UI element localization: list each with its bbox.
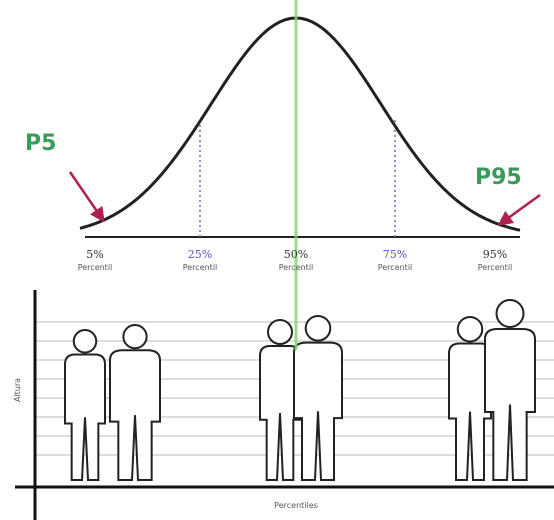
percentile-value: 95% [483, 248, 507, 261]
diagram: Altura Percentiles P5 P95 5% Percentil 25%… [0, 0, 554, 520]
head [123, 325, 146, 348]
percentile-word: Percentil [279, 263, 314, 272]
head [497, 300, 524, 327]
p5-label: P5 [25, 131, 56, 156]
p95-arrow [500, 195, 540, 224]
head [74, 330, 97, 353]
y-axis-label: Altura [13, 378, 22, 402]
p5-arrow [70, 172, 103, 220]
body [485, 329, 535, 480]
percentile-value: 75% [383, 248, 407, 261]
body [110, 350, 160, 480]
percentile-value: 5% [86, 248, 103, 261]
head [306, 316, 331, 341]
percentile-word: Percentil [378, 263, 413, 272]
people [65, 300, 535, 480]
percentile-labels: 5% Percentil 25% Percentil 50% Percentil 75% Pe… [78, 248, 513, 272]
bell-curve [80, 18, 520, 230]
x-axis-label: Percentiles [274, 501, 318, 510]
body [65, 355, 105, 481]
head [458, 317, 482, 341]
body [294, 343, 342, 480]
percentile-value: 25% [188, 248, 212, 261]
percentile-word: Percentil [478, 263, 513, 272]
percentile-value: 50% [284, 248, 308, 261]
head [268, 320, 292, 344]
p95-label: P95 [475, 165, 522, 190]
percentile-word: Percentil [183, 263, 218, 272]
percentile-word: Percentil [78, 263, 113, 272]
